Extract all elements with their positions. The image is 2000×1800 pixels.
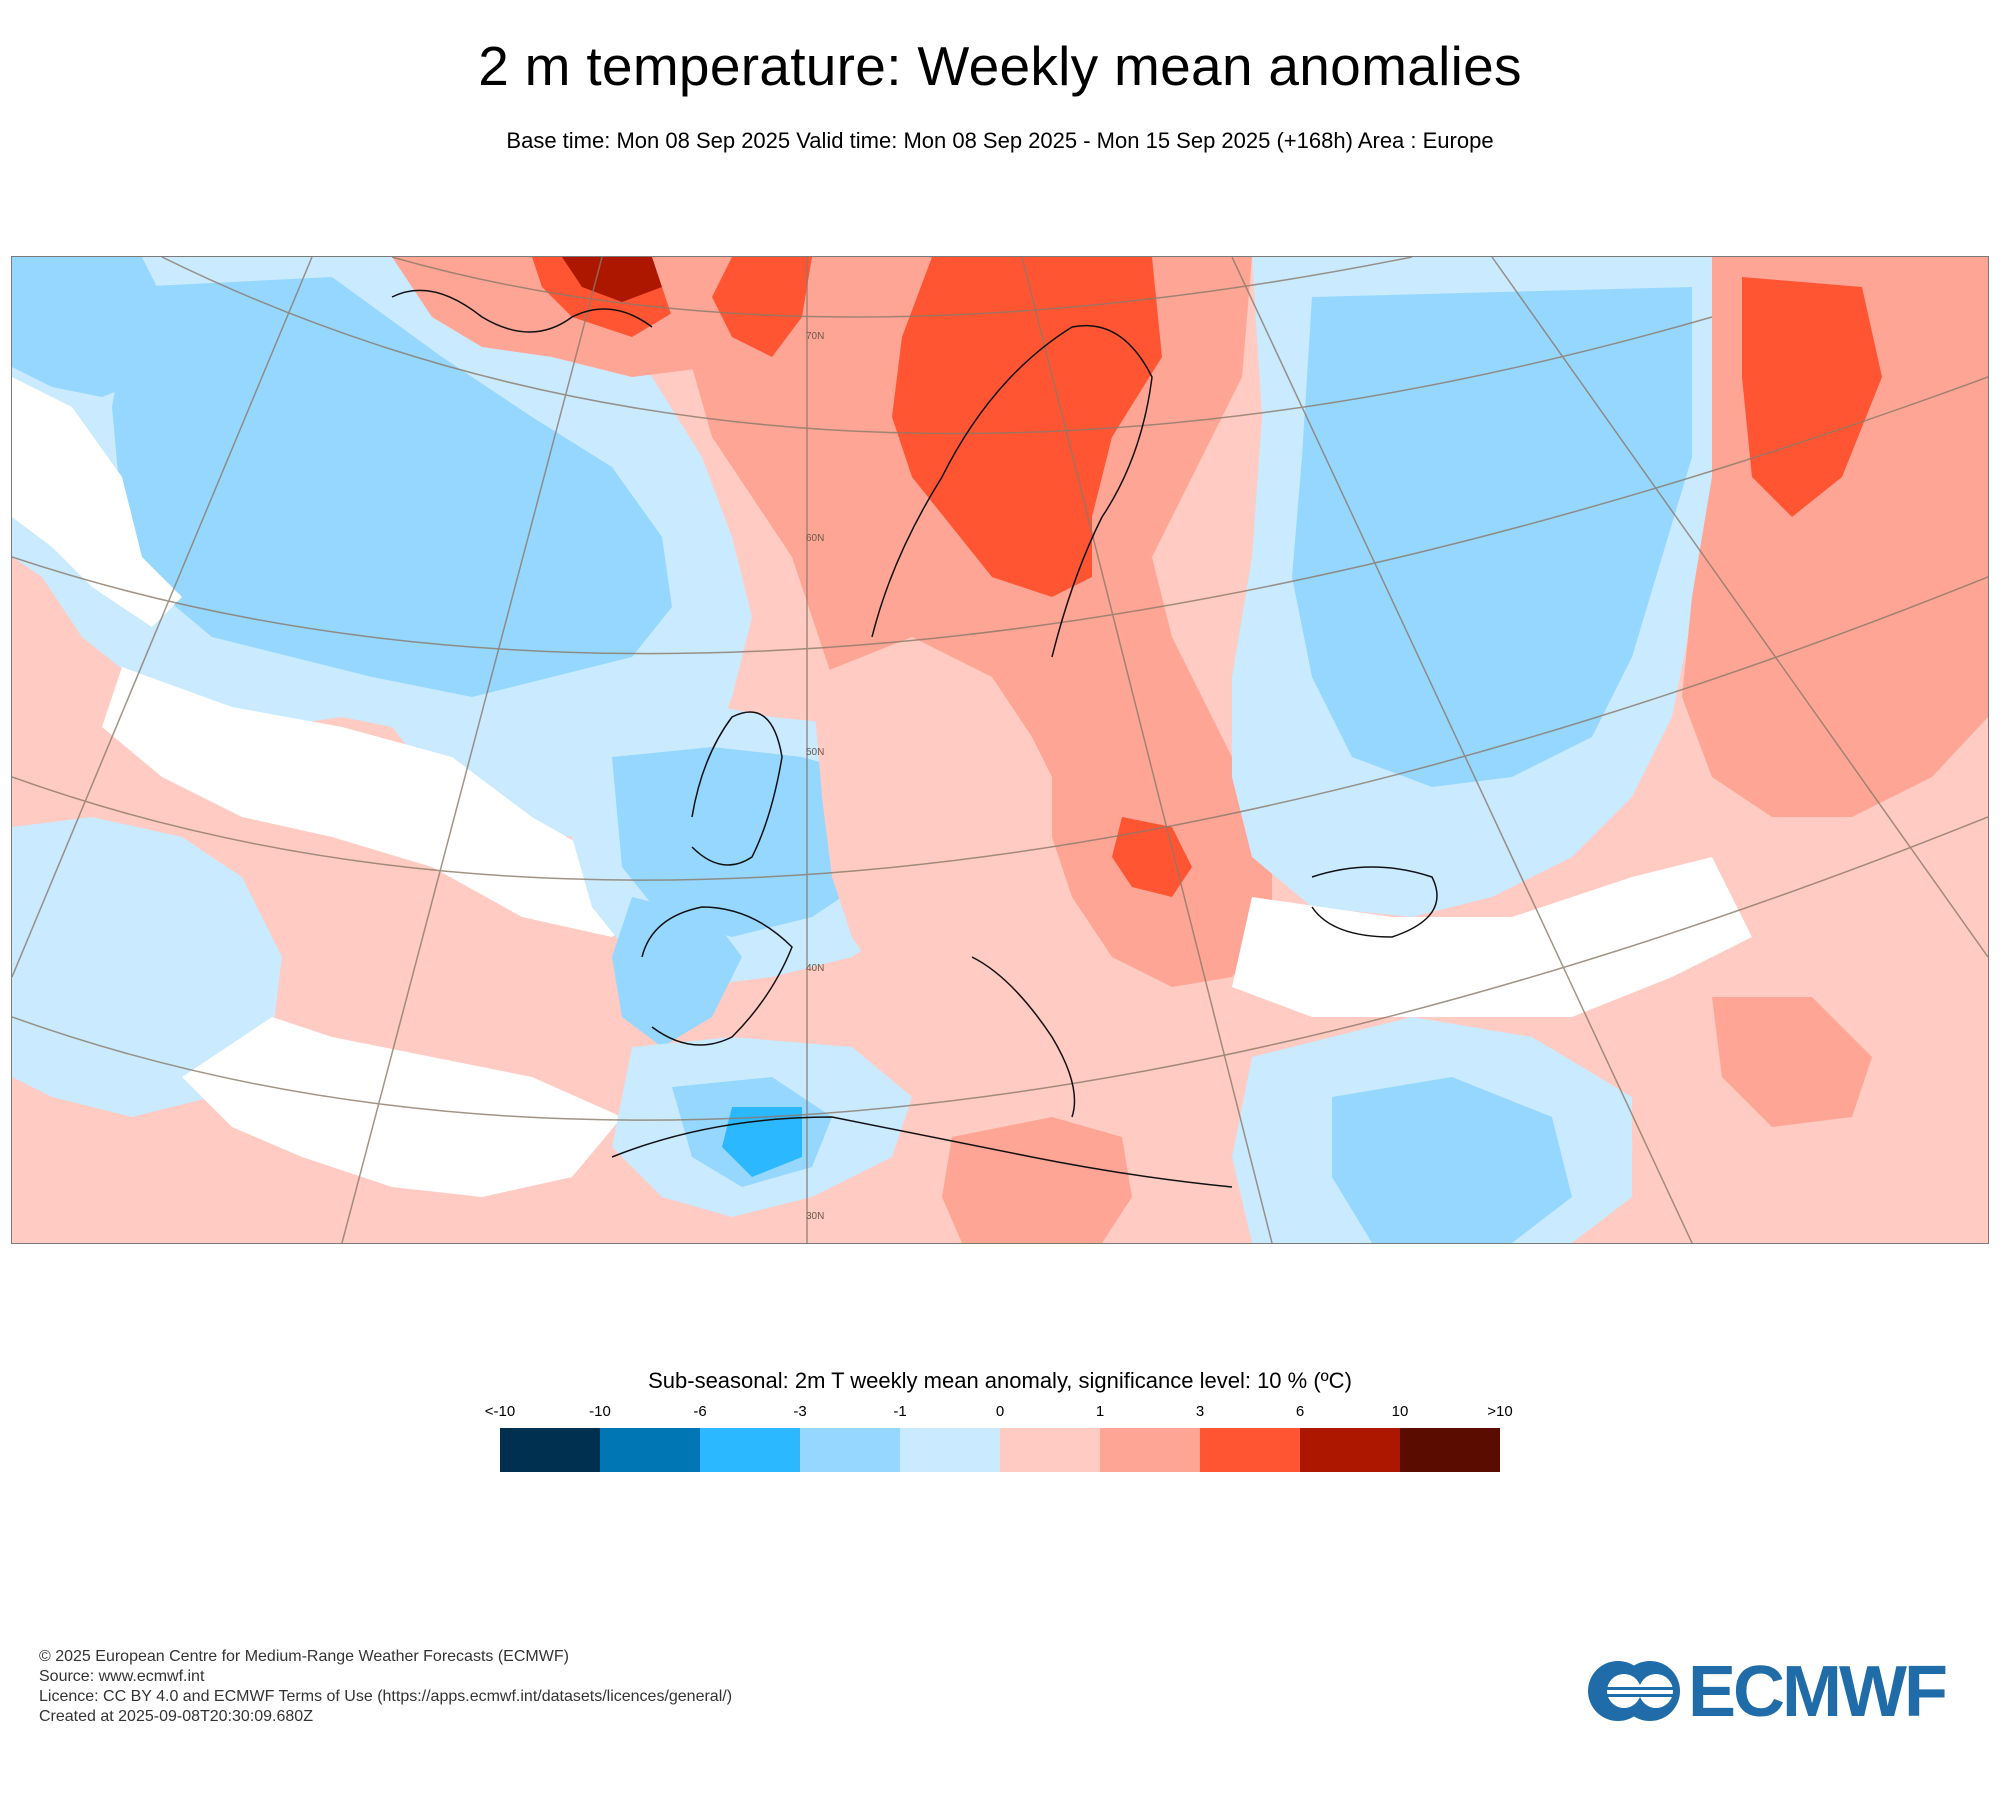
- map-subtitle: Base time: Mon 08 Sep 2025 Valid time: M…: [506, 128, 1494, 153]
- coastlines: [391, 289, 1438, 1188]
- legend-swatch: [500, 1428, 600, 1472]
- lat-label-70n: 70N: [806, 331, 824, 342]
- anomaly-region-central-warm: [812, 637, 1132, 1057]
- meridian-line-e: [1231, 257, 1693, 1243]
- legend-ticks: <-10 -10 -6 -3 -1 0 1 3 6 10 >10: [0, 1403, 2000, 1423]
- legend-tick: -3: [793, 1403, 807, 1420]
- coastline-uk: [691, 711, 783, 866]
- coastline-black-sea: [1311, 866, 1438, 938]
- graticule: [12, 257, 1988, 1243]
- meridian-line-a: [12, 257, 313, 978]
- anomaly-region-western-med-cold-6: [722, 1107, 802, 1177]
- ecmwf-logo-icon: [1588, 1661, 1680, 1721]
- legend-swatch: [1000, 1428, 1100, 1472]
- anomaly-region-scandinavia-warm-6: [892, 257, 1162, 597]
- legend-swatch: [900, 1428, 1000, 1472]
- ecmwf-logo-text: ECMWF: [1688, 1652, 1948, 1732]
- latitude-line-70n: [391, 257, 1413, 318]
- legend-tick: 10: [1391, 1403, 1409, 1420]
- legend-tick: -10: [589, 1403, 611, 1420]
- anomaly-region-iberia-cold: [612, 897, 742, 1047]
- anomaly-map: 70N 60N 50N 40N 30N: [11, 256, 1989, 1244]
- lat-label-40n: 40N: [806, 963, 824, 974]
- meridian-line-b: [341, 257, 603, 1243]
- latitude-line-30n: [12, 816, 1988, 1121]
- latitude-labels: 70N 60N 50N 40N 30N: [806, 331, 824, 1222]
- legend-tick: >10: [1487, 1403, 1513, 1420]
- latitude-line-50n: [12, 376, 1988, 655]
- coastline-iberia: [641, 906, 793, 1046]
- legend-tick: 0: [995, 1403, 1005, 1420]
- legend-swatch: [1200, 1428, 1300, 1472]
- coastline-north-africa: [611, 1116, 1233, 1188]
- lat-label-50n: 50N: [806, 747, 824, 758]
- legend-title: Sub-seasonal: 2m T weekly mean anomaly, …: [648, 1368, 1352, 1393]
- footer: © 2025 European Centre for Medium-Range …: [39, 1647, 732, 1727]
- legend-tick: -1: [893, 1403, 907, 1420]
- coastline-greenland: [391, 289, 653, 333]
- anomaly-region-eastern-cold-3: [1292, 287, 1692, 787]
- legend-tick: -6: [693, 1403, 707, 1420]
- ecmwf-logo: ECMWF: [1588, 1654, 1968, 1730]
- legend-swatch: [1100, 1428, 1200, 1472]
- neutral-band-mid-atlantic: [102, 667, 662, 937]
- footer-source: Source: www.ecmwf.int: [39, 1668, 205, 1685]
- legend-swatch: [600, 1428, 700, 1472]
- footer-created: Created at 2025-09-08T20:30:09.680Z: [39, 1708, 313, 1725]
- anomaly-region-southwest-cold: [12, 817, 282, 1117]
- anomaly-region-north-africa-warm: [942, 1117, 1132, 1243]
- meridian-line-d: [1021, 257, 1273, 1243]
- anomaly-region-southeast-cold-3: [1332, 1077, 1572, 1243]
- lat-label-60n: 60N: [806, 533, 824, 544]
- legend-tick: 6: [1295, 1403, 1305, 1420]
- anomaly-region-southeast-warm-3: [1712, 997, 1872, 1127]
- neutral-band-east: [1232, 857, 1752, 1017]
- footer-licence: Licence: CC BY 4.0 and ECMWF Terms of Us…: [39, 1688, 733, 1705]
- anomaly-region-norwegian-warm-6: [712, 257, 812, 357]
- legend-tick: <-10: [484, 1403, 516, 1420]
- lat-label-30n: 30N: [806, 1211, 824, 1222]
- meridian-line-f: [1491, 257, 1988, 958]
- latitude-line-60n: [161, 257, 1713, 435]
- coastline-italy: [971, 956, 1076, 1118]
- neutral-band-west: [12, 377, 182, 627]
- legend-swatch: [800, 1428, 900, 1472]
- legend-swatch: [1300, 1428, 1400, 1472]
- anomaly-region-greenland-warm-10: [562, 257, 672, 302]
- anomaly-region-labrador: [12, 257, 172, 397]
- anomaly-region-atlantic-cold-3: [112, 277, 672, 697]
- legend-swatch: [700, 1428, 800, 1472]
- legend-swatch: [1400, 1428, 1500, 1472]
- footer-copyright: © 2025 European Centre for Medium-Range …: [39, 1648, 569, 1665]
- legend-color-bar: [500, 1428, 1500, 1472]
- anomaly-region-ural-warm-6: [1742, 277, 1882, 517]
- map-title: 2 m temperature: Weekly mean anomalies: [478, 35, 1522, 97]
- legend-tick: 3: [1195, 1403, 1205, 1420]
- legend-tick: 1: [1095, 1403, 1105, 1420]
- latitude-line-40n: [12, 576, 1988, 881]
- coastline-scandinavia: [871, 324, 1153, 658]
- anomaly-region-balkans-warm-6: [1112, 817, 1192, 897]
